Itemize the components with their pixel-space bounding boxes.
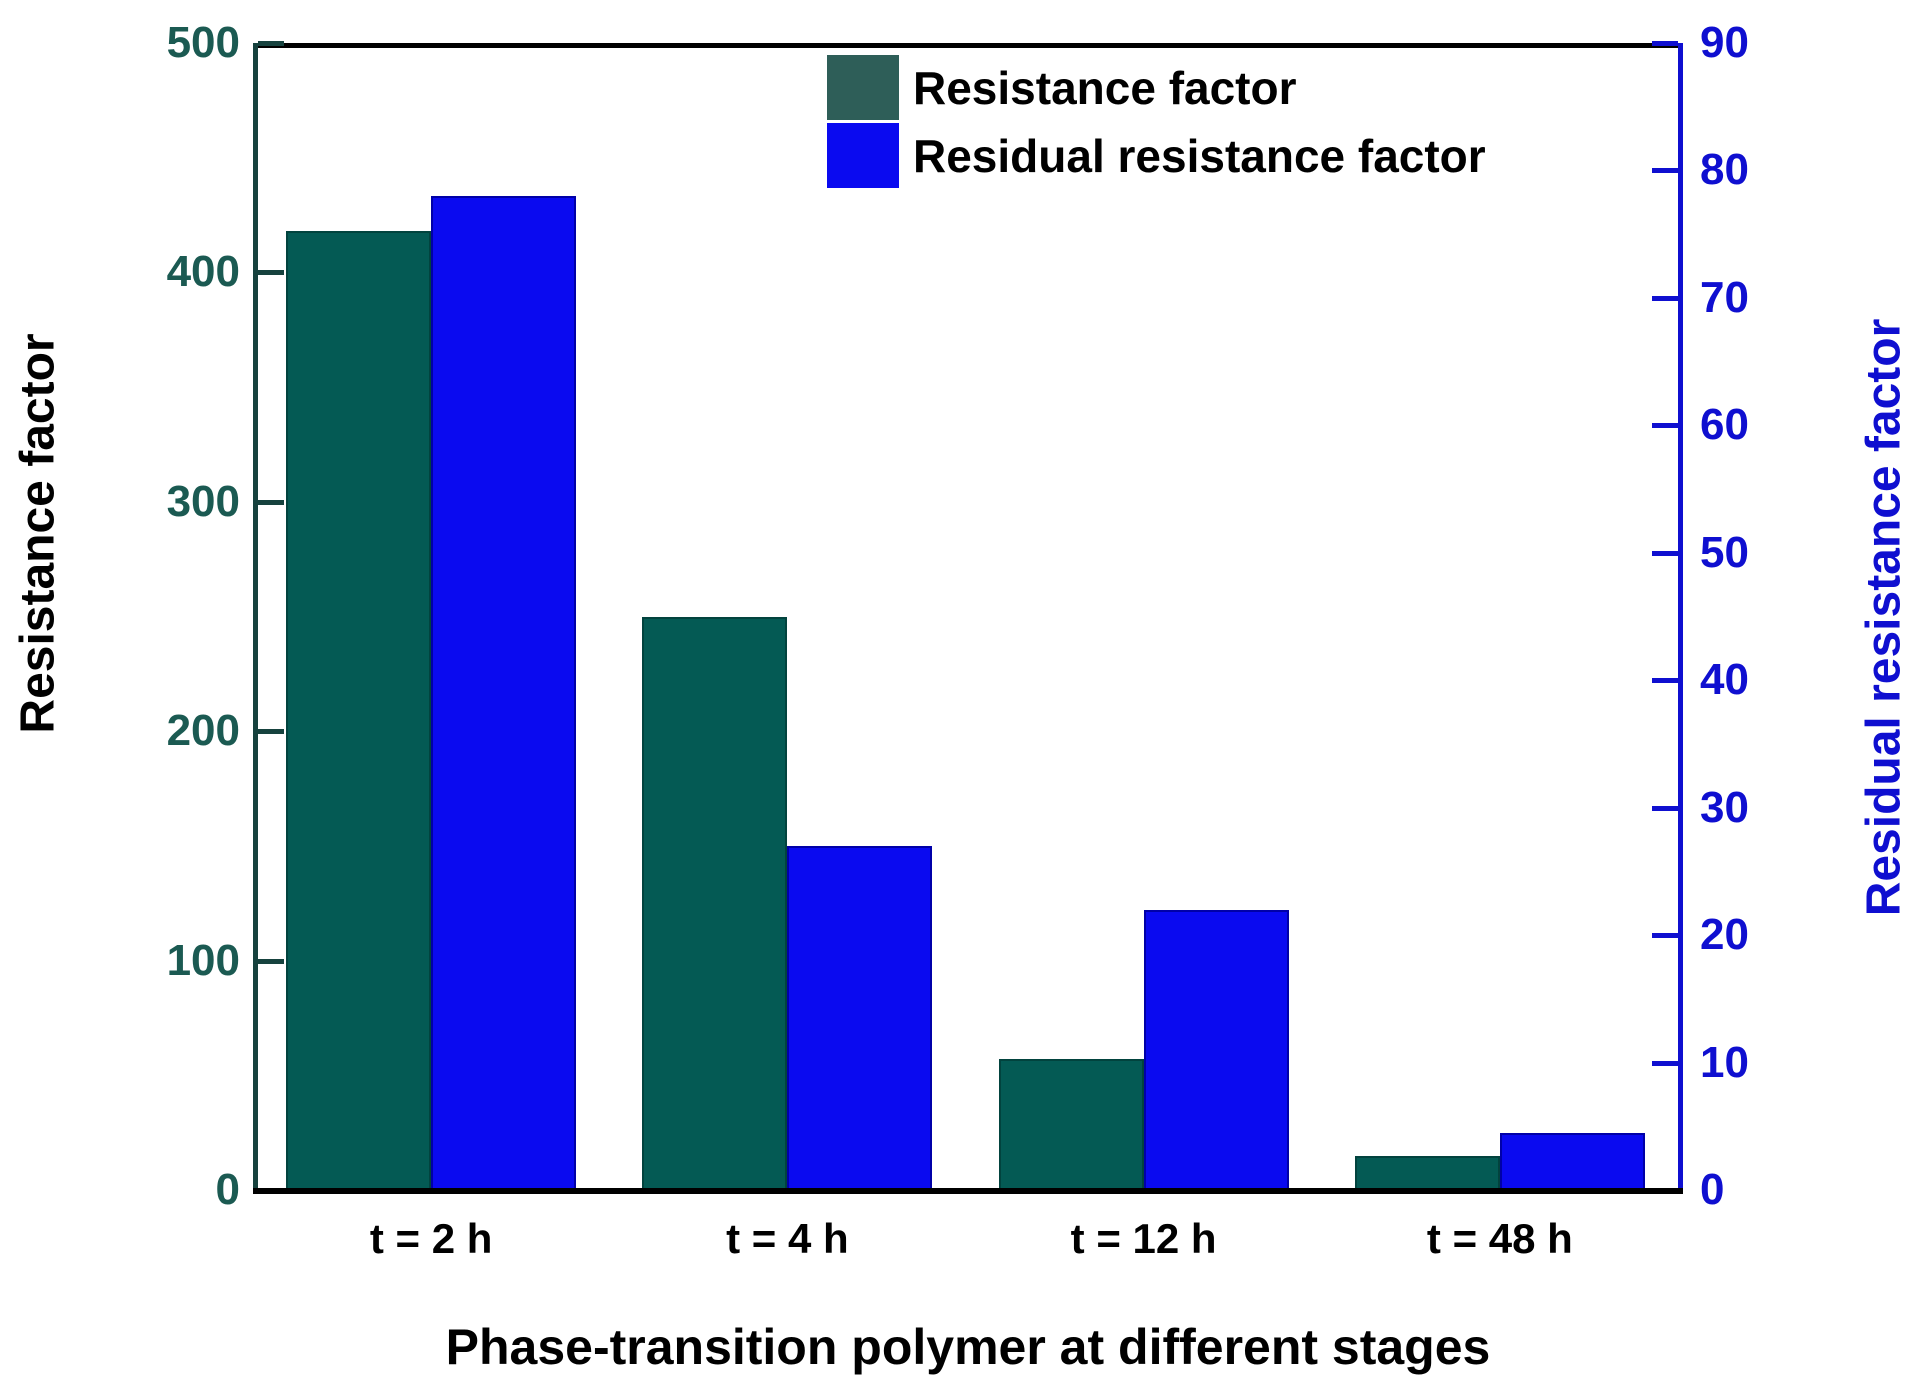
bar-residual-resistance-factor-1 [787, 845, 933, 1190]
bar-resistance-factor-0 [286, 231, 432, 1190]
legend-label: Resistance factor [913, 61, 1297, 114]
tick-label-500: 500 [166, 18, 240, 67]
x-axis-spine [253, 1188, 1683, 1194]
legend-swatch-blue [827, 123, 899, 188]
tick-mark-90 [1652, 41, 1678, 46]
tick-label-60: 60 [1700, 400, 1749, 450]
plot-top-spine [253, 43, 1683, 48]
tick-mark-300 [258, 499, 284, 505]
tick-label-400: 400 [166, 247, 240, 297]
tick-label-0: 0 [215, 1165, 240, 1214]
tick-mark-200 [258, 729, 284, 735]
bar-resistance-factor-3 [1354, 1155, 1500, 1190]
right-axis-title: Residual resistance factor [1857, 318, 1911, 917]
tick-mark-70 [1652, 295, 1678, 301]
x-tick-label-0: t = 2 h [369, 1215, 493, 1262]
tick-mark-100 [258, 958, 284, 964]
tick-label-40: 40 [1700, 655, 1749, 705]
x-tick-label-1: t = 4 h [726, 1215, 849, 1262]
tick-label-20: 20 [1700, 910, 1749, 960]
tick-label-10: 10 [1700, 1037, 1749, 1087]
legend-swatch-teal [827, 55, 899, 120]
bar-residual-resistance-factor-0 [431, 195, 577, 1190]
tick-label-70: 70 [1700, 272, 1749, 322]
left-axis-spine [253, 43, 258, 1194]
tick-label-100: 100 [166, 935, 240, 985]
legend-label: Residual resistance factor [913, 129, 1486, 182]
tick-mark-20 [1652, 933, 1678, 939]
legend: Resistance factor Residual resistance fa… [827, 55, 1486, 191]
tick-label-80: 80 [1700, 145, 1749, 195]
tick-mark-80 [1652, 168, 1678, 174]
tick-mark-400 [258, 270, 284, 276]
bar-resistance-factor-1 [642, 616, 788, 1190]
bar-residual-resistance-factor-2 [1143, 909, 1289, 1190]
bar-residual-resistance-factor-3 [1499, 1132, 1645, 1190]
x-tick-label-3: t = 48 h [1426, 1215, 1573, 1262]
x-axis-title: Phase-transition polymer at different st… [445, 1319, 1491, 1375]
tick-label-0: 0 [1700, 1165, 1725, 1214]
left-axis-title: Resistance factor [11, 333, 65, 734]
tick-label-30: 30 [1700, 782, 1749, 832]
tick-label-90: 90 [1700, 18, 1749, 67]
tick-mark-30 [1652, 805, 1678, 811]
tick-mark-500 [258, 41, 284, 46]
bar-resistance-factor-2 [998, 1059, 1144, 1190]
tick-mark-50 [1652, 550, 1678, 556]
tick-label-50: 50 [1700, 527, 1749, 577]
legend-item-resistance-factor: Resistance factor [827, 55, 1486, 120]
right-axis-spine [1678, 43, 1683, 1194]
tick-mark-40 [1652, 678, 1678, 684]
tick-mark-60 [1652, 423, 1678, 429]
legend-item-residual-resistance-factor: Residual resistance factor [827, 123, 1486, 188]
tick-mark-10 [1652, 1060, 1678, 1066]
x-tick-label-2: t = 12 h [1070, 1215, 1217, 1262]
tick-label-300: 300 [166, 476, 240, 526]
tick-label-200: 200 [166, 706, 240, 756]
